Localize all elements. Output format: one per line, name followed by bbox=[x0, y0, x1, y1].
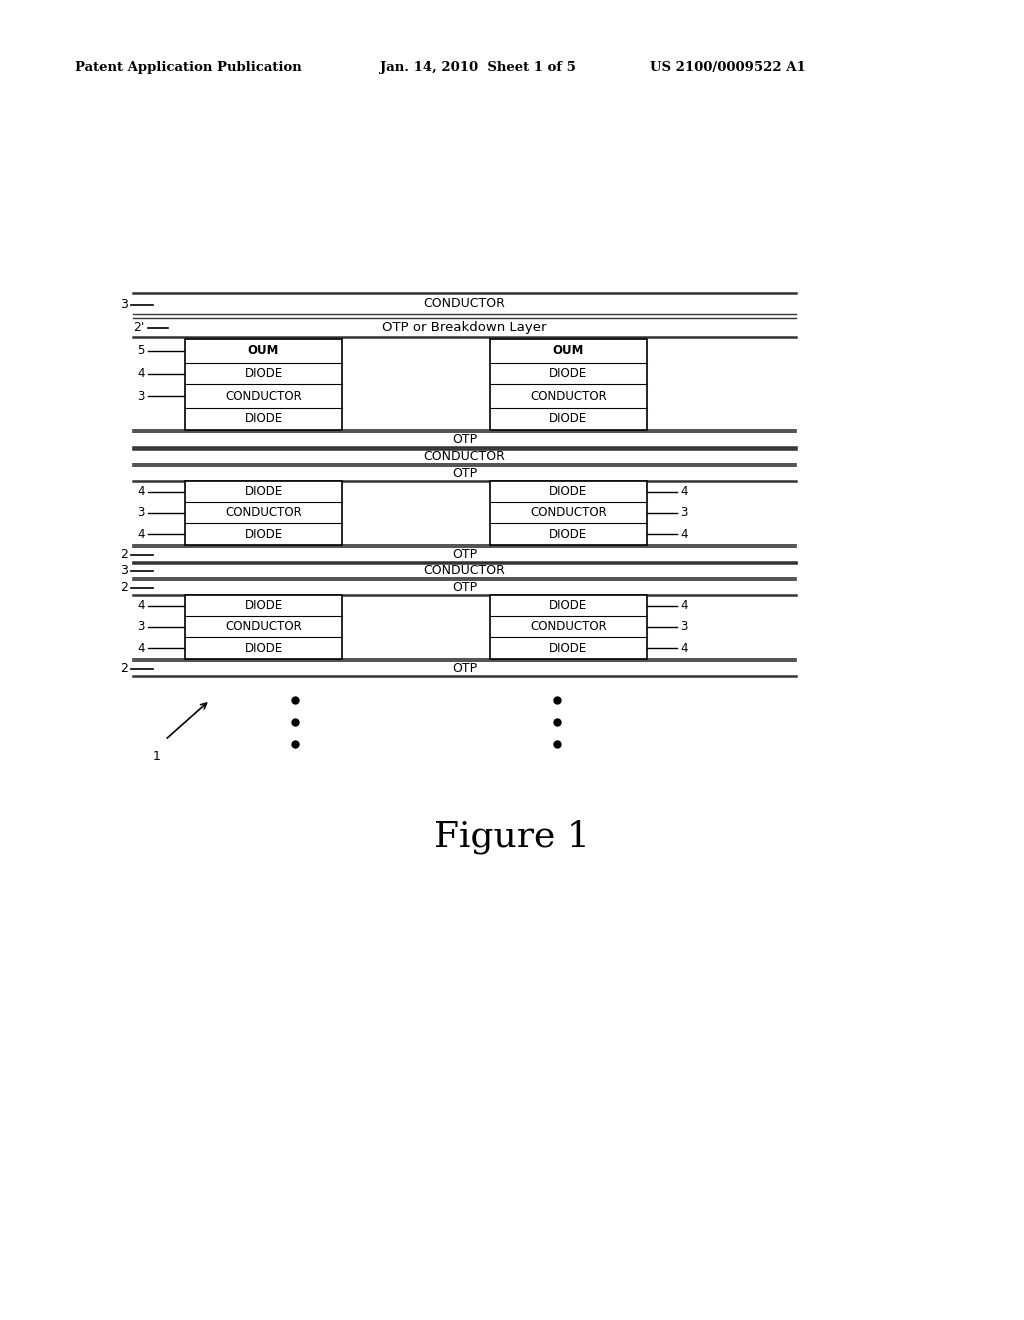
Text: 3: 3 bbox=[120, 298, 128, 312]
Text: 3: 3 bbox=[137, 389, 145, 403]
Text: DIODE: DIODE bbox=[549, 599, 588, 612]
Text: 4: 4 bbox=[137, 484, 145, 498]
Text: DIODE: DIODE bbox=[245, 412, 283, 425]
Bar bbox=[185, 595, 342, 659]
Text: OTP: OTP bbox=[452, 433, 477, 446]
Text: 2: 2 bbox=[120, 663, 128, 675]
Text: OTP: OTP bbox=[452, 663, 477, 675]
Text: 2: 2 bbox=[120, 548, 128, 561]
Text: CONDUCTOR: CONDUCTOR bbox=[530, 506, 607, 519]
Text: Patent Application Publication: Patent Application Publication bbox=[75, 62, 302, 74]
Text: 4: 4 bbox=[137, 642, 145, 655]
Text: 4: 4 bbox=[137, 528, 145, 540]
Text: DIODE: DIODE bbox=[549, 642, 588, 655]
Text: CONDUCTOR: CONDUCTOR bbox=[424, 450, 506, 463]
Bar bbox=[490, 480, 647, 545]
Text: 5: 5 bbox=[137, 345, 145, 358]
Text: CONDUCTOR: CONDUCTOR bbox=[225, 620, 302, 634]
Text: 3: 3 bbox=[137, 506, 145, 519]
Text: 3: 3 bbox=[120, 564, 128, 577]
Text: OTP: OTP bbox=[452, 581, 477, 594]
Text: DIODE: DIODE bbox=[245, 367, 283, 380]
Text: DIODE: DIODE bbox=[549, 367, 588, 380]
Text: 4: 4 bbox=[680, 642, 687, 655]
Text: US 2100/0009522 A1: US 2100/0009522 A1 bbox=[650, 62, 806, 74]
Text: 4: 4 bbox=[137, 367, 145, 380]
Text: 3: 3 bbox=[680, 506, 687, 519]
Text: OUM: OUM bbox=[553, 345, 584, 358]
Text: OTP: OTP bbox=[452, 548, 477, 561]
Text: Jan. 14, 2010  Sheet 1 of 5: Jan. 14, 2010 Sheet 1 of 5 bbox=[380, 62, 575, 74]
Text: 4: 4 bbox=[680, 599, 687, 612]
Bar bbox=[185, 480, 342, 545]
Text: OTP: OTP bbox=[452, 467, 477, 480]
Bar bbox=[490, 595, 647, 659]
Text: OUM: OUM bbox=[248, 345, 280, 358]
Text: DIODE: DIODE bbox=[245, 642, 283, 655]
Text: 2': 2' bbox=[133, 321, 145, 334]
Text: CONDUCTOR: CONDUCTOR bbox=[424, 564, 506, 577]
Text: DIODE: DIODE bbox=[549, 528, 588, 540]
Text: Figure 1: Figure 1 bbox=[434, 820, 590, 854]
Text: DIODE: DIODE bbox=[245, 528, 283, 540]
Text: CONDUCTOR: CONDUCTOR bbox=[530, 389, 607, 403]
Text: DIODE: DIODE bbox=[245, 484, 283, 498]
Text: 4: 4 bbox=[137, 599, 145, 612]
Text: 2: 2 bbox=[120, 581, 128, 594]
Text: CONDUCTOR: CONDUCTOR bbox=[225, 506, 302, 519]
Text: 3: 3 bbox=[137, 620, 145, 634]
Text: DIODE: DIODE bbox=[549, 412, 588, 425]
Bar bbox=[185, 339, 342, 430]
Text: 4: 4 bbox=[680, 528, 687, 540]
Text: DIODE: DIODE bbox=[245, 599, 283, 612]
Text: 4: 4 bbox=[680, 484, 687, 498]
Text: 1: 1 bbox=[153, 750, 161, 763]
Text: CONDUCTOR: CONDUCTOR bbox=[225, 389, 302, 403]
Text: CONDUCTOR: CONDUCTOR bbox=[530, 620, 607, 634]
Text: CONDUCTOR: CONDUCTOR bbox=[424, 297, 506, 310]
Text: DIODE: DIODE bbox=[549, 484, 588, 498]
Text: 3: 3 bbox=[680, 620, 687, 634]
Bar bbox=[490, 339, 647, 430]
Text: OTP or Breakdown Layer: OTP or Breakdown Layer bbox=[382, 321, 547, 334]
